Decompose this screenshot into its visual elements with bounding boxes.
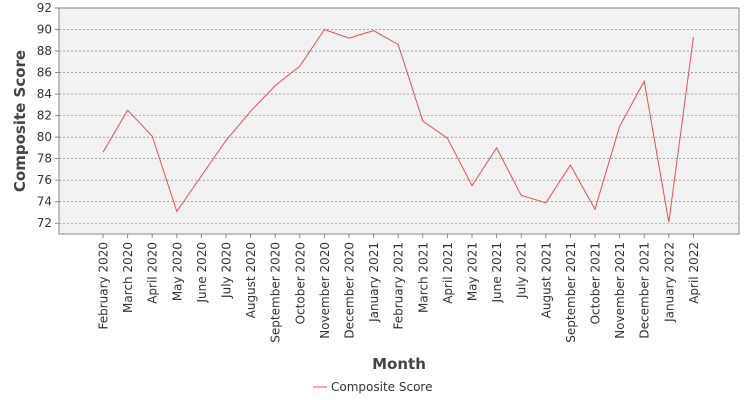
data-point	[544, 201, 547, 204]
y-tick-label: 78	[37, 152, 52, 166]
data-point	[421, 120, 424, 123]
x-tick-label: September 2021	[564, 242, 578, 343]
data-point	[471, 184, 474, 187]
x-tick-label: November 2021	[613, 242, 627, 339]
data-point	[495, 146, 498, 149]
x-tick-label: April 2022	[687, 242, 701, 304]
x-tick-label: May 2021	[466, 242, 480, 301]
x-tick-label: October 2020	[293, 242, 307, 324]
data-point	[643, 80, 646, 83]
y-tick-label: 72	[37, 216, 52, 230]
data-point	[667, 221, 670, 224]
x-tick-label: February 2020	[97, 242, 111, 330]
gridlines	[59, 7, 739, 224]
data-point	[569, 164, 572, 167]
x-tick-label: March 2020	[121, 242, 135, 313]
data-point	[692, 36, 695, 39]
x-tick-label: December 2020	[343, 242, 357, 339]
y-tick-label: 80	[37, 130, 52, 144]
data-point	[348, 37, 351, 40]
x-tick-label: January 2021	[367, 242, 381, 323]
x-tick-label: July 2021	[515, 242, 529, 299]
data-point	[225, 139, 228, 142]
x-tick-label: February 2021	[392, 242, 406, 330]
data-point	[397, 43, 400, 46]
data-point	[200, 174, 203, 177]
x-tick-label: September 2020	[269, 242, 283, 343]
x-tick-label: January 2022	[662, 242, 676, 323]
x-tick-label: August 2020	[244, 242, 258, 318]
x-tick-label: October 2021	[589, 242, 603, 324]
y-tick-label: 82	[37, 109, 52, 123]
x-axis-title: Month	[372, 355, 426, 373]
data-point	[520, 194, 523, 197]
data-point	[126, 109, 129, 112]
x-tick-label: March 2021	[416, 242, 430, 313]
series-line	[102, 28, 694, 223]
y-tick-label: 92	[37, 1, 52, 15]
data-point	[372, 29, 375, 32]
legend-label: Composite Score	[331, 380, 432, 394]
x-tick-label: June 2020	[195, 242, 209, 304]
x-tick-label: May 2020	[170, 242, 184, 301]
y-tick-label: 74	[37, 195, 52, 209]
y-tick-label: 84	[37, 87, 52, 101]
data-point	[446, 137, 449, 140]
data-point	[102, 151, 105, 154]
x-tick-label: July 2020	[220, 242, 234, 299]
data-point	[274, 84, 277, 87]
data-point	[298, 65, 301, 68]
data-point	[323, 28, 326, 31]
y-tick-label: 76	[37, 173, 52, 187]
data-point	[249, 110, 252, 113]
data-point	[151, 135, 154, 138]
x-tick-label: June 2021	[490, 242, 504, 304]
data-point	[175, 210, 178, 213]
y-tick-label: 86	[37, 66, 52, 80]
x-axis-ticks: February 2020 March 2020 April 2020 May 202…	[97, 234, 701, 343]
y-tick-label: 90	[37, 23, 52, 37]
x-tick-label: April 2020	[146, 242, 160, 304]
x-tick-label: November 2020	[318, 242, 332, 339]
legend: Composite Score	[313, 380, 432, 394]
x-tick-label: April 2021	[441, 242, 455, 304]
data-point	[618, 125, 621, 128]
series-layer	[102, 28, 695, 224]
x-tick-label: December 2021	[638, 242, 652, 339]
plot-area	[58, 7, 740, 235]
x-tick-label: August 2021	[539, 242, 553, 318]
y-axis-ticks: 72 74 76 78 80 82 84 86 88 90 92	[37, 1, 59, 230]
y-axis-title: Composite Score	[11, 50, 29, 192]
y-tick-label: 88	[37, 44, 52, 58]
data-point	[594, 208, 597, 211]
